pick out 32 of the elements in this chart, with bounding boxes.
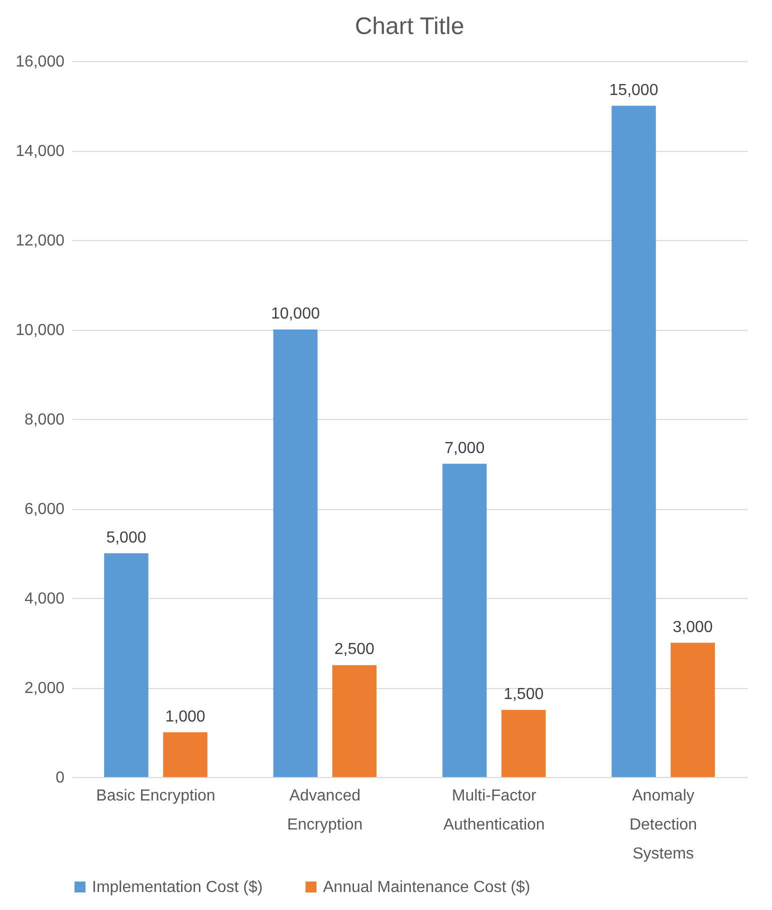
bar: [332, 665, 377, 777]
x-tick-label: Advanced Encryption: [287, 788, 363, 834]
x-tick-label: Basic Encryption: [96, 788, 216, 804]
y-tick-label: 0: [56, 770, 65, 786]
y-tick-label: 16,000: [16, 54, 65, 70]
chart-title: Chart Title: [354, 13, 464, 40]
bar: [612, 106, 656, 777]
data-label: 10,000: [270, 306, 320, 322]
bar: [163, 732, 208, 777]
y-tick-label: 4,000: [24, 590, 65, 608]
data-label: 15,000: [609, 82, 658, 99]
bar: [442, 464, 487, 777]
y-tick-label: 12,000: [16, 232, 65, 250]
data-label: 1,500: [504, 686, 544, 703]
y-tick-label: 10,000: [16, 322, 65, 339]
x-tick-label: Multi-Factor Authentication: [443, 788, 545, 834]
bar: [501, 710, 546, 777]
y-tick-label: 8,000: [24, 412, 65, 428]
bar: [104, 553, 148, 777]
bar: [273, 330, 318, 777]
data-label: 1,000: [165, 708, 206, 726]
data-label: 2,500: [334, 641, 375, 658]
legend-label: Implementation Cost ($): [92, 879, 263, 896]
data-label: 7,000: [444, 440, 485, 457]
y-tick-label: 14,000: [16, 143, 65, 160]
data-label: 3,000: [672, 618, 713, 636]
bar: [670, 642, 715, 777]
legend-label: Annual Maintenance Cost ($): [323, 879, 530, 896]
y-tick-label: 6,000: [24, 501, 65, 518]
x-tick-label: Anomaly Detection Systems: [629, 788, 698, 862]
y-tick-label: 2,000: [24, 680, 65, 697]
data-label: 5,000: [106, 529, 146, 546]
